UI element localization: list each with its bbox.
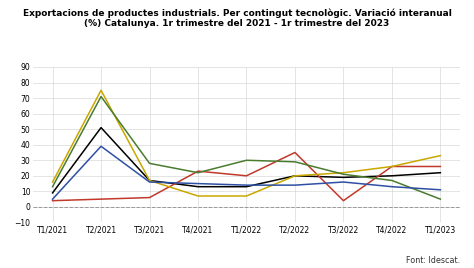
Baix [389, 185, 395, 188]
Total [389, 174, 395, 177]
Alt [389, 165, 395, 168]
Text: Font: Idescat.: Font: Idescat. [406, 256, 460, 265]
Line: Alt: Alt [53, 152, 440, 201]
Mitjà baix [438, 198, 443, 201]
Mitjà alt [195, 194, 201, 198]
Mitjà baix [146, 162, 152, 165]
Alt [146, 196, 152, 199]
Total [438, 171, 443, 174]
Alt [98, 198, 104, 201]
Line: Mitjà baix: Mitjà baix [53, 96, 440, 199]
Total [244, 185, 249, 188]
Mitjà alt [292, 174, 298, 177]
Alt [244, 174, 249, 177]
Total [195, 185, 201, 188]
Mitjà baix [292, 160, 298, 163]
Alt [438, 165, 443, 168]
Baix [50, 198, 55, 201]
Total [146, 179, 152, 182]
Line: Mitjà alt: Mitjà alt [53, 90, 440, 196]
Text: Exportacions de productes industrials. Per contingut tecnològic. Variació intera: Exportacions de productes industrials. P… [23, 8, 451, 28]
Baix [438, 188, 443, 191]
Total [341, 176, 346, 179]
Mitjà alt [341, 171, 346, 174]
Mitjà baix [389, 179, 395, 182]
Alt [50, 199, 55, 202]
Baix [98, 145, 104, 148]
Total [292, 174, 298, 177]
Mitjà baix [98, 95, 104, 98]
Line: Total: Total [53, 128, 440, 193]
Mitjà alt [244, 194, 249, 198]
Mitjà alt [389, 165, 395, 168]
Alt [292, 151, 298, 154]
Alt [195, 170, 201, 173]
Baix [341, 180, 346, 184]
Total [98, 126, 104, 129]
Mitjà baix [244, 159, 249, 162]
Total [50, 191, 55, 195]
Baix [146, 180, 152, 184]
Mitjà baix [50, 185, 55, 188]
Baix [195, 182, 201, 185]
Mitjà alt [50, 180, 55, 184]
Mitjà alt [146, 179, 152, 182]
Alt [341, 199, 346, 202]
Line: Baix: Baix [53, 146, 440, 199]
Baix [244, 184, 249, 187]
Mitjà baix [195, 171, 201, 174]
Baix [292, 184, 298, 187]
Mitjà baix [341, 173, 346, 176]
Mitjà alt [438, 154, 443, 157]
Mitjà alt [98, 89, 104, 92]
